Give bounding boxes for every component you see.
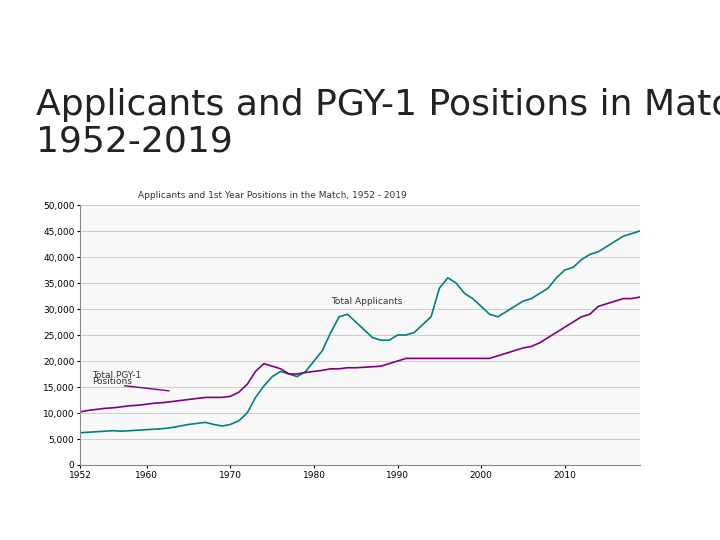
Text: Applicants and PGY-1 Positions in Match
1952-2019: Applicants and PGY-1 Positions in Match … xyxy=(36,88,720,159)
Text: THE UNIVERSITY OF: THE UNIVERSITY OF xyxy=(493,28,565,33)
Text: Total PGY-1: Total PGY-1 xyxy=(93,370,142,380)
Text: TENNESSEE: TENNESSEE xyxy=(484,43,570,56)
Text: HEALTH SCIENCE CENTER: HEALTH SCIENCE CENTER xyxy=(484,68,568,73)
Text: Figure 1: Figure 1 xyxy=(69,190,114,200)
Text: Positions: Positions xyxy=(93,377,132,387)
Text: Applicants and 1st Year Positions in the Match, 1952 - 2019: Applicants and 1st Year Positions in the… xyxy=(138,191,406,199)
Text: Total Applicants: Total Applicants xyxy=(330,297,402,306)
